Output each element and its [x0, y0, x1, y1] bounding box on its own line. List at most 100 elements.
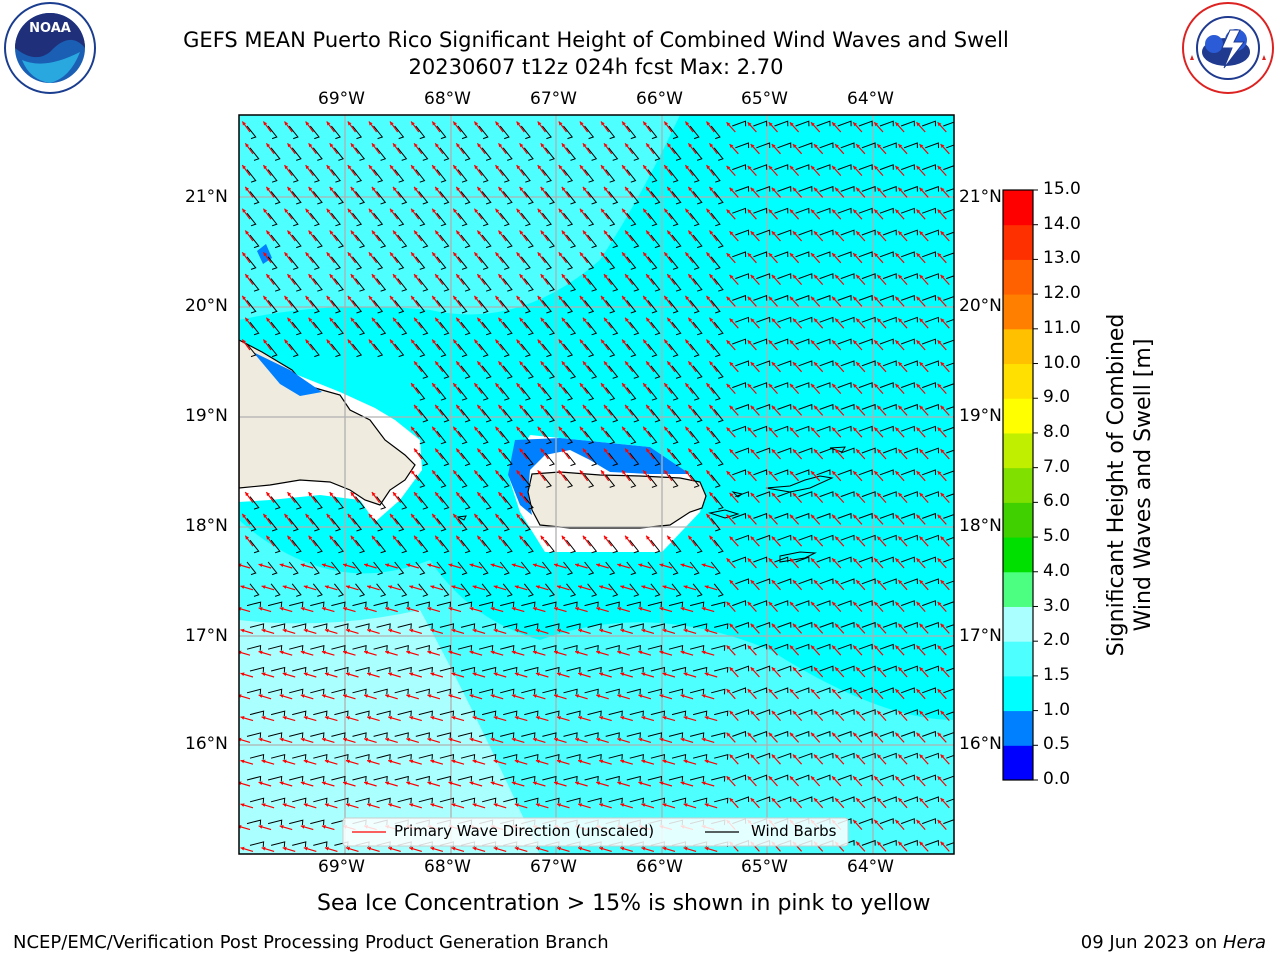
wave-arrow-head: [601, 165, 605, 170]
wind-barb: [418, 710, 433, 717]
wind-barb: [376, 583, 387, 597]
wind-barb: [858, 600, 873, 607]
wave-arrow-head: [558, 383, 563, 388]
wind-barb: [563, 430, 574, 445]
wind-barb: [668, 430, 679, 445]
wind-barb: [647, 474, 658, 488]
wave-arrow-head: [279, 650, 284, 655]
wind-barb: [439, 278, 450, 292]
wind-barb: [732, 294, 747, 301]
wind-barb: [334, 147, 344, 161]
wind-barb: [626, 387, 637, 401]
wave-arrow-head: [688, 143, 693, 148]
wave-arrow-head: [620, 628, 625, 633]
wind-barb: [481, 409, 492, 423]
wave-arrow-head: [393, 274, 397, 279]
wind-barb: [605, 125, 616, 140]
wave-arrow-head: [685, 165, 690, 170]
wind-barb: [858, 382, 873, 389]
wind-barb: [900, 643, 915, 650]
wind-barb: [397, 754, 412, 760]
wind-barb: [903, 447, 918, 454]
wind-barb: [816, 512, 831, 519]
colorbar-tick-label: 12.0: [1043, 283, 1081, 304]
wave-arrow-head: [411, 383, 415, 388]
wave-arrow-head: [411, 339, 415, 344]
wave-arrow-head: [729, 231, 734, 236]
wind-barb: [629, 710, 644, 717]
wind-barb: [584, 387, 595, 401]
wind-barb: [481, 583, 492, 597]
wind-barb: [587, 191, 598, 205]
wind-barb: [925, 709, 939, 716]
wave-arrow-head: [853, 253, 857, 257]
wave-arrow-head: [558, 208, 563, 213]
wind-barb: [436, 256, 447, 270]
wind-barb: [861, 665, 876, 672]
wave-arrow-head: [750, 449, 755, 454]
wind-barb: [478, 343, 489, 358]
wind-barb: [457, 387, 468, 401]
wind-barb: [270, 666, 286, 673]
wind-barb: [668, 775, 684, 782]
wind-barb: [714, 710, 729, 717]
wind-barb: [819, 665, 834, 672]
wave-arrow-head: [578, 585, 583, 589]
wind-barb: [439, 539, 450, 554]
wind-barb: [608, 710, 623, 717]
wave-arrow-head: [346, 585, 350, 589]
wind-barb: [288, 256, 299, 270]
wave-arrow-head: [414, 274, 418, 279]
wave-arrow-head: [261, 716, 266, 720]
wind-barb: [943, 470, 954, 476]
wave-arrow-head: [729, 144, 734, 148]
wind-barb: [523, 409, 534, 423]
wave-arrow-head: [343, 607, 347, 611]
wind-barb: [246, 775, 262, 782]
wave-arrow-head: [599, 672, 604, 677]
wind-barb: [650, 583, 661, 597]
wave-arrow-head: [789, 340, 794, 345]
wind-barb: [777, 796, 792, 803]
wave-arrow-head: [519, 230, 524, 235]
wind-barb: [629, 666, 644, 673]
wind-barb: [795, 774, 810, 781]
wave-arrow-head: [432, 295, 436, 300]
wave-arrow-head: [667, 361, 671, 366]
wind-barb: [819, 403, 834, 410]
wind-barb: [753, 600, 768, 607]
wave-arrow-head: [453, 208, 457, 213]
wind-barb: [418, 147, 429, 161]
wind-barb: [584, 601, 599, 608]
wind-barb: [900, 120, 915, 127]
wave-arrow-head: [856, 144, 860, 148]
wind-barb: [587, 539, 598, 554]
wave-arrow-head: [729, 667, 734, 672]
wind-barb: [777, 229, 792, 236]
wind-barb: [946, 188, 954, 192]
wind-barb: [925, 142, 939, 149]
wave-arrow-head: [537, 426, 542, 431]
wave-arrow-head: [680, 607, 685, 611]
wind-barb: [418, 666, 433, 673]
wave-arrow-head: [514, 716, 519, 720]
wind-barb: [587, 754, 602, 760]
wind-barb: [735, 316, 750, 323]
wind-barb: [291, 147, 302, 161]
wind-barb: [436, 125, 447, 140]
wave-arrow-head: [414, 230, 418, 235]
wind-barb: [753, 687, 768, 694]
wave-arrow-head: [706, 165, 711, 170]
wind-barb: [903, 229, 918, 236]
wave-arrow-head: [729, 623, 734, 628]
wind-barb: [647, 343, 658, 358]
wind-barb: [418, 321, 429, 336]
wind-barb: [439, 496, 450, 510]
wind-barb: [460, 365, 471, 379]
wave-arrow-head: [427, 607, 432, 611]
wave-arrow-head: [451, 628, 456, 633]
wind-barb: [436, 688, 452, 695]
wind-barb: [756, 360, 771, 367]
wave-arrow-head: [579, 295, 584, 300]
wind-barb: [394, 300, 405, 314]
